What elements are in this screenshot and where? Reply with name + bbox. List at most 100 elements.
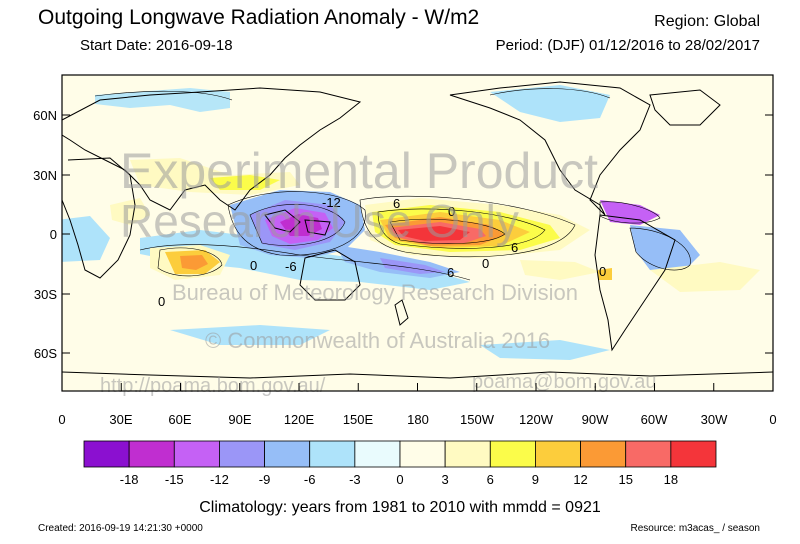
- watermark: Experimental Product Research Use Only B…: [100, 143, 656, 397]
- x-tick-label: 90E: [228, 412, 251, 427]
- x-tick-label: 120W: [519, 412, 554, 427]
- x-tick-label: 180: [407, 412, 429, 427]
- contour-label: 0: [250, 258, 257, 273]
- x-tick-label: 30W: [701, 412, 728, 427]
- coastlines: [62, 81, 773, 379]
- contour-labels: -12 6 0 6 -6 6 0 0 0 0: [158, 195, 606, 309]
- colorbar-label: -15: [165, 472, 184, 487]
- watermark-line: © Commonwealth of Australia 2016: [205, 328, 550, 353]
- anomaly-region: [520, 260, 600, 280]
- y-tick-label: 0: [50, 227, 57, 242]
- contour-line: [139, 244, 471, 281]
- colorbar-swatch: [444, 440, 491, 468]
- colorbar-swatch: [625, 440, 672, 468]
- anomaly-region: [480, 340, 610, 360]
- x-tick-label: 60E: [168, 412, 191, 427]
- watermark-line: Experimental Product: [120, 143, 598, 199]
- watermark-line: http://poama.bom.gov.au/: [100, 375, 326, 397]
- y-tick-labels: 60N 30N 0 30S 60S: [33, 108, 57, 361]
- y-axis: [62, 114, 773, 354]
- colorbar-swatch: [670, 440, 717, 468]
- anomaly-region: [95, 88, 230, 112]
- x-tick-label: 0: [58, 412, 65, 427]
- coastline-nz: [394, 299, 409, 326]
- colorbar-swatch: [580, 440, 627, 468]
- colorbar-label: 18: [664, 472, 678, 487]
- coastline-south-america: [594, 214, 676, 352]
- colorbar-swatch: [173, 440, 220, 468]
- contour-label: 0: [599, 264, 606, 279]
- contour-line: [389, 218, 506, 244]
- contour-lines: [94, 88, 691, 281]
- x-tick-label: 0: [769, 412, 776, 427]
- contour-line: [157, 247, 223, 277]
- colorbar-swatch: [128, 440, 175, 468]
- colorbar-label: -6: [304, 472, 316, 487]
- y-tick-label: 60S: [34, 346, 57, 361]
- colorbar-label: -9: [259, 472, 271, 487]
- contour-line: [94, 90, 233, 101]
- anomaly-region: [110, 198, 150, 225]
- coastline-maritime: [264, 209, 331, 236]
- x-tick-label: 90W: [582, 412, 609, 427]
- coastline-antarctica: [62, 371, 773, 379]
- colorbar-swatch: [264, 440, 311, 468]
- x-tick-label: 150W: [460, 412, 495, 427]
- resource-label: Resource: m3acas_ / season: [630, 523, 760, 534]
- contour-label: 0: [482, 256, 489, 271]
- x-tick-labels: 0 30E 60E 90E 120E 150E 180 150W 120W 90…: [58, 412, 776, 427]
- chart-title: Outgoing Longwave Radiation Anomaly - W/…: [38, 6, 480, 29]
- contour-label: 6: [447, 265, 454, 280]
- anomaly-region: [600, 200, 660, 225]
- contour-line: [629, 227, 691, 271]
- colorbar-label: 15: [618, 472, 632, 487]
- x-tick-label: 150E: [343, 412, 374, 427]
- watermark-line: Research Use Only: [120, 195, 519, 247]
- colorbar-swatch: [354, 440, 401, 468]
- anomaly-region: [490, 85, 610, 122]
- contour-line: [227, 191, 366, 256]
- x-axis: [61, 383, 774, 391]
- anomaly-region: [62, 216, 110, 262]
- colorbar-swatch: [489, 440, 536, 468]
- anomaly-region: [398, 226, 470, 241]
- start-date-label: Start Date: 2016-09-18: [80, 37, 233, 54]
- x-tick-label: 30E: [109, 412, 132, 427]
- colorbar-label: -12: [210, 472, 229, 487]
- period-label: Period: (DJF) 01/12/2016 to 28/02/2017: [495, 37, 760, 54]
- contour-label: 6: [393, 196, 400, 211]
- contour-line: [359, 195, 576, 258]
- contour-line: [377, 208, 546, 249]
- contour-line: [599, 201, 661, 224]
- anomaly-region: [210, 175, 280, 190]
- contour-label: 0: [158, 294, 165, 309]
- region-label: Region: Global: [654, 13, 760, 30]
- contour-label: -12: [322, 195, 341, 210]
- anomaly-region: [180, 255, 208, 270]
- colorbar-labels: -18 -15 -12 -9 -6 -3 0 3 6 9 12 15 18: [120, 472, 678, 487]
- watermark-line: Bureau of Meteorology Research Division: [172, 280, 578, 305]
- anomaly-region: [280, 214, 322, 236]
- created-timestamp: Created: 2016-09-19 14:21:30 +0000: [38, 523, 203, 534]
- colorbar-swatch: [219, 440, 265, 468]
- watermark-line: poama@bom.gov.au: [472, 371, 656, 393]
- contour-label: -6: [285, 259, 297, 274]
- anomaly-region: [598, 268, 612, 280]
- colorbar-label: 6: [487, 472, 494, 487]
- x-tick-label: 60W: [641, 412, 668, 427]
- contour-label: 0: [448, 204, 455, 219]
- coastline-north-america: [449, 81, 651, 216]
- colorbar-label: 3: [442, 472, 449, 487]
- colorbar-label: 0: [396, 472, 403, 487]
- y-tick-label: 30N: [33, 168, 57, 183]
- coastline-eurasia: [62, 87, 362, 211]
- colorbar-swatch: [309, 440, 356, 468]
- climatology-caption: Climatology: years from 1981 to 2010 wit…: [199, 499, 601, 516]
- colorbar-swatch: [399, 440, 446, 468]
- colorbar-label: 12: [573, 472, 587, 487]
- anomaly-region: [380, 258, 445, 274]
- colorbar-swatch: [83, 440, 130, 468]
- contour-line: [489, 88, 611, 99]
- colorbar-label: -18: [120, 472, 139, 487]
